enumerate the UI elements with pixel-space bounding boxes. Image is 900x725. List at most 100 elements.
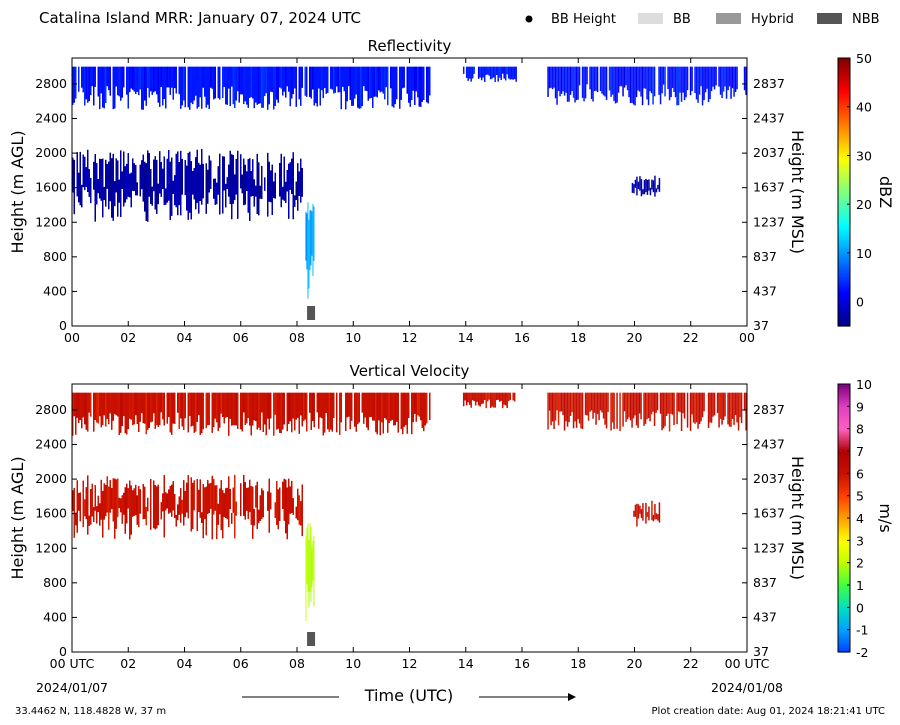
heatmap-cell [321, 392, 323, 419]
heatmap-cell [85, 167, 87, 187]
colorbar-step [838, 189, 850, 193]
heatmap-cell [271, 164, 273, 216]
heatmap-cell [381, 392, 383, 423]
heatmap-cell [643, 180, 646, 195]
heatmap-cell [709, 66, 711, 100]
heatmap-cell [577, 66, 579, 100]
heatmap-cell [79, 392, 81, 421]
heatmap-cell [198, 66, 200, 107]
heatmap-cell [736, 66, 738, 90]
heatmap-cell [123, 66, 125, 88]
heatmap-cell [300, 501, 302, 526]
y-tick-label: 400 [43, 283, 67, 298]
heatmap-cell [569, 392, 572, 416]
heatmap-cell [108, 486, 110, 530]
heatmap-cell [249, 66, 251, 98]
x-tick-label: 08 [289, 330, 305, 345]
heatmap-cell [683, 66, 686, 101]
heatmap-cell [297, 163, 299, 211]
heatmap-cell [339, 66, 341, 93]
heatmap-cell [163, 475, 165, 538]
heatmap-cell [168, 149, 170, 201]
heatmap-cell [192, 482, 194, 529]
heatmap-cell [141, 66, 143, 110]
heatmap-cell [351, 66, 353, 106]
heatmap-cell [96, 506, 98, 524]
heatmap-cell [240, 392, 242, 430]
heatmap-cell [171, 392, 173, 435]
heatmap-cell [557, 392, 560, 426]
heatmap-cell [400, 66, 402, 100]
y-tick-label-right: 837 [753, 249, 777, 264]
heatmap-cell [108, 161, 110, 210]
heatmap-cell [340, 66, 342, 110]
heatmap-cell [547, 66, 549, 97]
heatmap-cell [634, 504, 637, 517]
x-tick-label: 06 [233, 330, 249, 345]
heatmap-cell [93, 66, 95, 106]
heatmap-cell [504, 66, 507, 81]
heatmap-cell [376, 392, 378, 435]
heatmap-cell [384, 392, 386, 418]
heatmap-cell [306, 213, 308, 270]
colorbar-step [838, 569, 850, 573]
heatmap-cell [622, 66, 624, 97]
heatmap-cell [700, 66, 702, 87]
heatmap-cell [219, 153, 221, 215]
colorbar-step [838, 294, 850, 298]
heatmap-cell [109, 480, 111, 513]
heatmap-cell [130, 172, 132, 208]
colorbar-step [838, 149, 850, 153]
heatmap-cell [668, 66, 671, 101]
heatmap-cell [730, 66, 732, 99]
heatmap-cell [286, 66, 288, 87]
x-tick-label: 02 [120, 656, 136, 671]
heatmap-cell [427, 66, 429, 104]
heatmap-cell [172, 66, 174, 100]
heatmap-cell [118, 179, 120, 203]
heatmap-cell [291, 480, 293, 514]
heatmap-cell [136, 66, 138, 92]
heatmap-cell [145, 66, 147, 106]
heatmap-cell [599, 66, 602, 92]
heatmap-cell [420, 66, 422, 107]
heatmap-cell [187, 66, 189, 108]
heatmap-cell [704, 66, 707, 93]
heatmap-cell [506, 66, 508, 75]
heatmap-cell [718, 392, 720, 428]
x-tick-label: 08 [289, 656, 305, 671]
heatmap-cell [193, 66, 195, 101]
heatmap-cell [559, 66, 561, 97]
heatmap-cell [346, 392, 348, 418]
heatmap-cell [286, 487, 288, 540]
heatmap-cell [673, 66, 675, 92]
heatmap-cell [193, 392, 195, 433]
heatmap-cell [189, 66, 191, 110]
colorbar-step [838, 446, 850, 450]
heatmap-cell [653, 392, 656, 427]
heatmap-cell [613, 392, 615, 430]
y-tick-label-right: 1237 [753, 214, 785, 229]
heatmap-cell [226, 487, 228, 520]
heatmap-cell [623, 66, 626, 88]
heatmap-cell [485, 392, 487, 409]
heatmap-cell [228, 164, 230, 197]
heatmap-cell [283, 392, 285, 425]
heatmap-cell [396, 66, 398, 100]
colorbar-step [838, 567, 850, 570]
heatmap-cell [216, 392, 218, 423]
heatmap-cell [147, 392, 149, 430]
heatmap-cell [195, 157, 197, 210]
colorbar-step [838, 285, 850, 289]
colorbar-step [838, 167, 850, 171]
heatmap-cell [370, 392, 372, 417]
colorbar-step [838, 455, 850, 459]
heatmap-cell [84, 66, 86, 106]
heatmap-cell [220, 392, 222, 414]
heatmap-cell [391, 66, 393, 107]
heatmap-cell [655, 513, 658, 520]
colorbar-tick-label: 10 [856, 377, 872, 392]
heatmap-cell [701, 392, 704, 418]
heatmap-cell [285, 66, 287, 98]
heatmap-cell [274, 502, 276, 518]
